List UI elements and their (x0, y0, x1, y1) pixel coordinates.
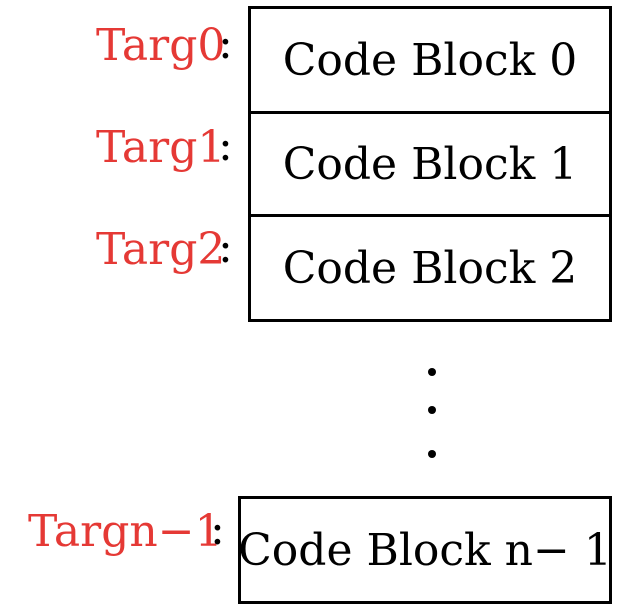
label-targn-1: Targn−1 (28, 506, 223, 557)
code-block-1: Code Block 1 (248, 111, 612, 217)
code-block-text: Code Block 0 (282, 34, 578, 86)
ellipsis-dot (428, 450, 436, 458)
code-block-text: Code Block n− 1 (238, 524, 612, 576)
code-block-text: Code Block 1 (282, 138, 578, 190)
label-colon: : (218, 120, 233, 171)
label-colon: : (210, 504, 225, 555)
ellipsis-dot (428, 406, 436, 414)
ellipsis-dot (428, 368, 436, 376)
label-targ0: Targ0 (96, 20, 226, 71)
code-block-0: Code Block 0 (248, 6, 612, 114)
label-targ2: Targ2 (96, 224, 226, 275)
label-colon: : (218, 18, 233, 69)
code-block-n-1: Code Block n− 1 (238, 496, 612, 604)
code-block-2: Code Block 2 (248, 214, 612, 322)
code-block-text: Code Block 2 (282, 242, 578, 294)
label-colon: : (218, 222, 233, 273)
label-targ1: Targ1 (96, 122, 226, 173)
